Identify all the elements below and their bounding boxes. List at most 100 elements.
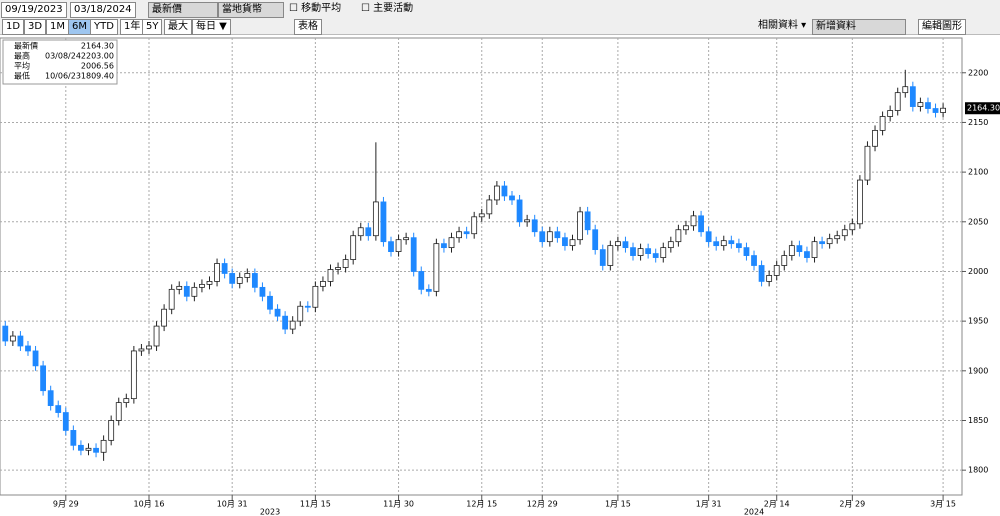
table-button[interactable]: 表格 — [294, 19, 322, 35]
add-data[interactable]: 新增資料 — [812, 19, 906, 35]
candle-body — [509, 195, 515, 201]
candle-body — [879, 116, 886, 131]
edit-chart[interactable]: 編輯圖形 — [918, 19, 966, 35]
plot-area — [0, 37, 963, 496]
field-select[interactable]: 最新價 — [148, 2, 218, 18]
candle — [146, 341, 152, 354]
candle — [539, 226, 546, 247]
candle — [199, 279, 205, 293]
candle-body — [728, 240, 735, 245]
range-button[interactable]: 3D — [24, 19, 47, 35]
candle-body — [925, 102, 931, 109]
moving-average[interactable]: ☐ 移動平均 — [289, 3, 342, 14]
key-events-label: 主要活動 — [373, 3, 414, 14]
legend-name: 最高 — [14, 51, 30, 61]
range-button[interactable]: YTD — [90, 19, 118, 35]
candle-body — [153, 325, 160, 347]
candle-body — [705, 231, 712, 243]
legend-name: 平均 — [14, 61, 30, 71]
candle — [403, 232, 410, 245]
candle — [2, 321, 9, 346]
candle-body — [191, 286, 198, 297]
range-button[interactable]: 最大 — [164, 19, 192, 35]
candle-body — [55, 405, 62, 413]
candle-body — [327, 269, 334, 282]
year-label: 2023 — [260, 508, 280, 516]
x-tick-label: 12月 15 — [466, 500, 497, 509]
candle — [887, 105, 894, 122]
candle — [259, 282, 266, 302]
candle-body — [826, 238, 833, 245]
candle — [274, 304, 281, 322]
moving-average-label: 移動平均 — [301, 3, 342, 14]
candle-body — [546, 231, 553, 243]
candle — [879, 111, 886, 136]
candle-body — [25, 345, 31, 352]
range-button[interactable]: 5Y — [142, 19, 163, 35]
candle — [130, 345, 137, 404]
candle — [335, 262, 341, 275]
candle — [599, 244, 606, 271]
candle-body — [70, 430, 77, 446]
candle — [304, 301, 311, 313]
candle-body — [894, 92, 901, 111]
candle — [667, 236, 674, 253]
candle — [32, 345, 39, 371]
range-button[interactable]: 1M — [46, 19, 69, 35]
candle — [312, 281, 319, 313]
candle — [244, 268, 251, 283]
candle-body — [735, 243, 742, 249]
range-button[interactable]: 1年 — [120, 19, 145, 35]
candle — [372, 142, 379, 241]
x-tick-label: 1月 15 — [605, 500, 631, 509]
candle-body — [365, 227, 372, 237]
candle-body — [872, 129, 878, 147]
frequency[interactable]: 每日 ▼ — [192, 19, 231, 35]
legend-box — [2, 39, 118, 85]
candle-body — [229, 273, 236, 284]
candle-body — [395, 239, 402, 252]
candle — [584, 206, 591, 235]
candle — [55, 400, 62, 418]
candle — [841, 224, 848, 241]
candle-body — [289, 320, 296, 330]
candle — [380, 196, 387, 247]
candle-body — [130, 350, 137, 400]
x-tick-label: 2月 14 — [764, 500, 790, 509]
candle — [93, 443, 99, 458]
start-date[interactable]: 09/19/2023 — [1, 2, 67, 18]
candle — [501, 181, 508, 201]
candle — [320, 276, 326, 292]
range-button[interactable]: 6M — [68, 19, 91, 35]
candle-body — [917, 102, 924, 107]
range-button[interactable]: 1D — [2, 19, 25, 35]
candle — [161, 304, 168, 332]
candle — [168, 284, 175, 315]
candle — [191, 282, 198, 302]
candle-body — [630, 247, 636, 256]
key-events[interactable]: ☐ 主要活動 — [361, 3, 414, 14]
candle — [289, 316, 296, 335]
candle-body — [690, 215, 697, 227]
toolbar: 09/19/2023 03/18/2024 最新價 當地貨幣 ☐ 移動平均 ☐ … — [0, 0, 1000, 35]
candle — [728, 235, 735, 249]
candle — [183, 281, 190, 302]
candle-body — [433, 243, 440, 292]
candle-body — [403, 237, 410, 241]
candle-body — [940, 107, 946, 113]
y-tick-label: 2150 — [968, 118, 988, 127]
candle — [917, 97, 924, 112]
related-data[interactable]: 相關資料 ▾ — [758, 20, 807, 31]
y-tick-label: 2000 — [968, 267, 988, 276]
candle-body — [751, 255, 757, 266]
candle-body — [168, 288, 175, 310]
candle — [108, 415, 115, 446]
candle — [456, 226, 462, 243]
legend-date: 10/06/23 — [45, 72, 81, 81]
x-tick-label: 12月 29 — [527, 500, 558, 509]
y-tick-label: 1900 — [968, 366, 988, 375]
currency-select[interactable]: 當地貨幣 — [218, 2, 284, 18]
candle-body — [274, 308, 281, 317]
candle-body — [660, 247, 667, 258]
end-date[interactable]: 03/18/2024 — [70, 2, 136, 18]
